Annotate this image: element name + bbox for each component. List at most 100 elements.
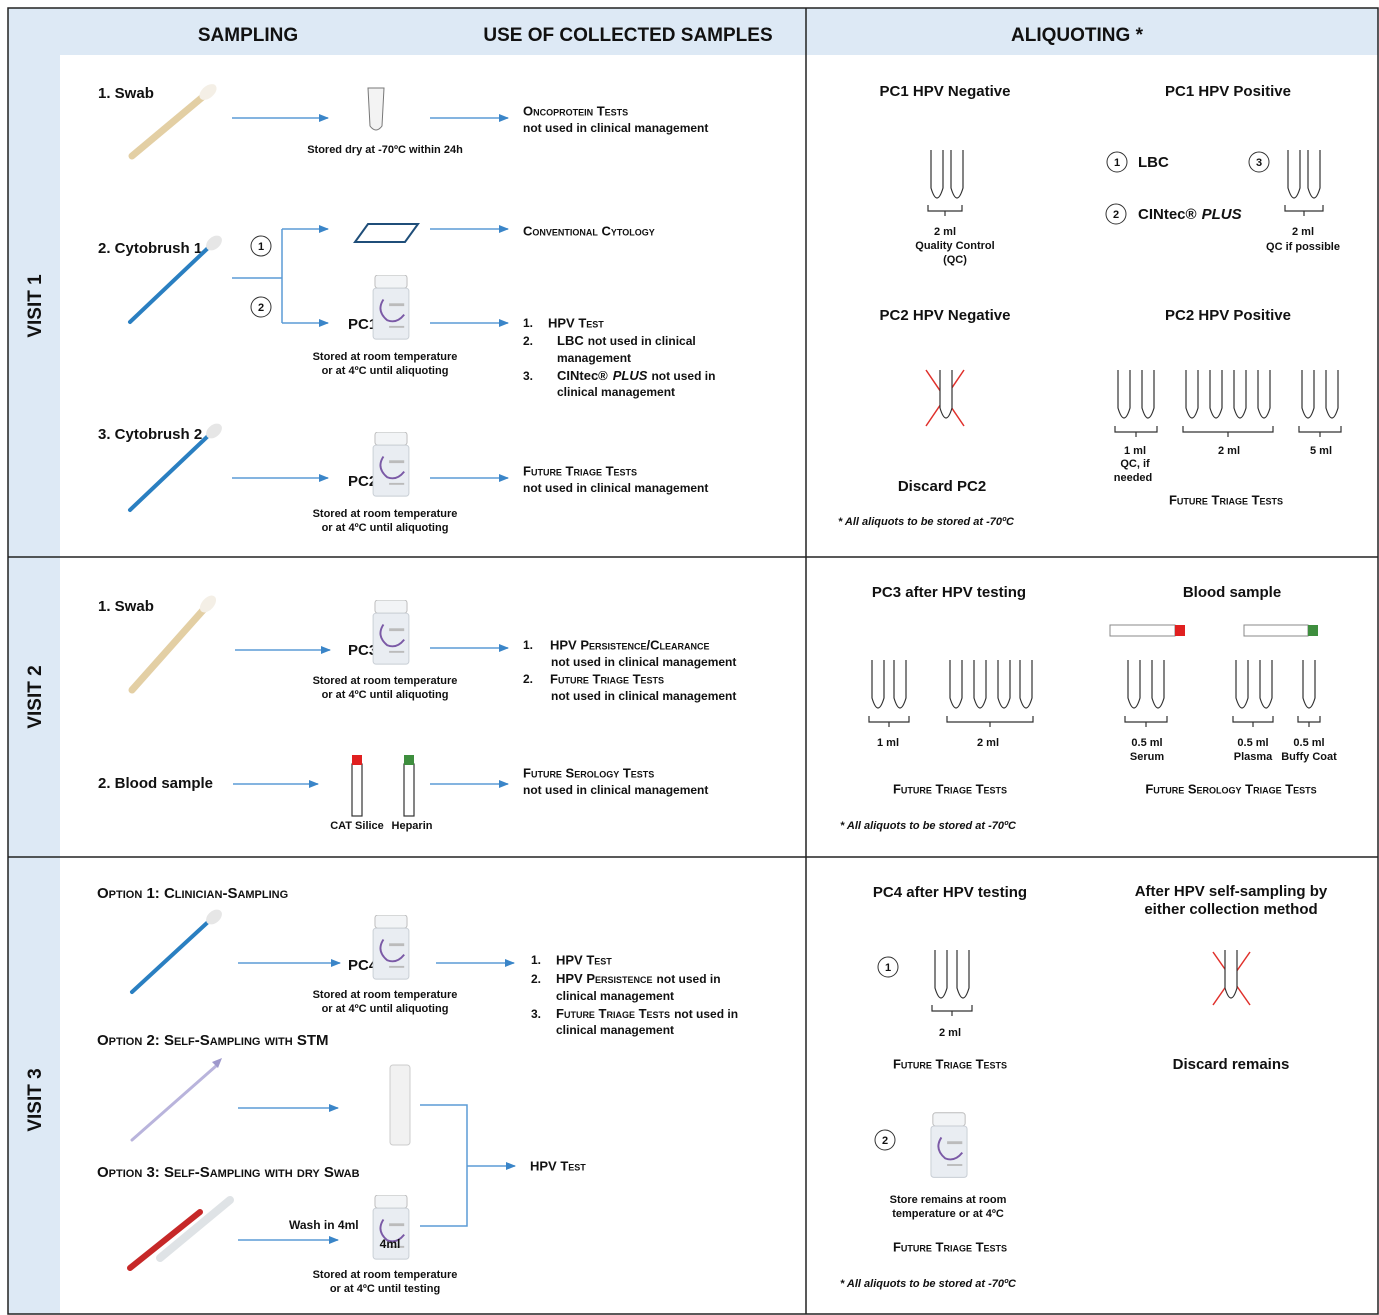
option3-vial: 4ml (380, 1237, 401, 1251)
uses-number: 2. (523, 334, 533, 348)
line (130, 1064, 218, 1142)
use (372, 432, 410, 498)
text: HPV Persistence not used in (556, 971, 721, 986)
circle (1248, 151, 1270, 173)
text: LBC not used in clinical (557, 333, 696, 348)
aliquot-tube (1287, 150, 1301, 199)
path (232, 229, 283, 323)
bracket (946, 716, 1034, 727)
option1-storage: Stored at room temperature (313, 989, 458, 1001)
uses-name: Future Triage Tests (556, 1006, 670, 1021)
pc4-store-use: Future Triage Tests (893, 1239, 1007, 1254)
pc4-use: Future Triage Tests (893, 1056, 1007, 1071)
pc2-positive-volumes: 5 ml (1310, 445, 1332, 457)
rect (1109, 624, 1176, 637)
aliquot-tube (949, 660, 963, 709)
header-use: USE OF COLLECTED SAMPLES (483, 25, 772, 46)
circle (1106, 151, 1128, 173)
header-sampling: SAMPLING (198, 25, 298, 46)
aliquot-tube (1209, 370, 1223, 419)
aliquot-tube (950, 150, 964, 199)
bracket (1232, 716, 1274, 727)
pc3-volumes: 2 ml (977, 737, 999, 749)
aliquot-tube (934, 950, 948, 999)
option3-wash: Wash in 4ml (289, 1218, 359, 1232)
pc4-store: Store remains at room (890, 1194, 1007, 1206)
blood-volumes: 0.5 ml (1293, 737, 1324, 749)
rect (352, 755, 362, 765)
uses-number: 1. (523, 316, 533, 330)
pc1-positive-cintec: CINtec® (1138, 206, 1197, 223)
uses-note: not used in (657, 972, 721, 986)
pc2-positive-purpose: QC, if (1120, 458, 1150, 470)
bracket (1298, 426, 1342, 437)
pc1-positive-plus: PLUS (1202, 206, 1242, 223)
ellipse (206, 235, 222, 251)
bracket (868, 716, 910, 727)
aliquot-tube (930, 150, 944, 199)
line (128, 246, 210, 324)
bracket (927, 205, 963, 216)
swab-title: 1. Swab (98, 598, 154, 615)
pc1-positive-title: PC1 HPV Positive (1165, 83, 1291, 100)
blood-volumes: 0.5 ml (1237, 737, 1268, 749)
pc3-use: Future Triage Tests (893, 781, 1007, 796)
pc4-steps: 2 (882, 1135, 888, 1147)
swab-title: 1. Swab (98, 85, 154, 102)
aliquot-tube (973, 660, 987, 709)
circle (877, 956, 899, 978)
uses-name: HPV Persistence/Clearance (550, 637, 710, 652)
cytobrush2-title: 3. Cytobrush 2 (98, 426, 202, 443)
bracket (1114, 426, 1158, 437)
self-title: either collection method (1144, 901, 1317, 918)
aliquot-tube (939, 370, 953, 419)
pc2-negative-title: PC2 HPV Negative (880, 307, 1011, 324)
rect (1175, 625, 1185, 636)
cytobrush2-vial: PC2 (348, 473, 377, 490)
cytobrush1-title: 2. Cytobrush 1 (98, 240, 202, 257)
uses-emphasis: PLUS (613, 368, 648, 383)
ellipse (206, 909, 222, 925)
uses-name: HPV Test (556, 952, 612, 967)
uses-number: 1. (523, 638, 533, 652)
uses-name: HPV Test (548, 315, 604, 330)
cytobrush1-conventional: Conventional Cytology (523, 223, 655, 238)
swab-note: not used in clinical management (523, 121, 708, 135)
option3-storage: or at 4ºC until testing (330, 1283, 440, 1295)
swab-vial: PC3 (348, 642, 377, 659)
aliquot-tube (1151, 660, 1165, 709)
blood-fractions: Plasma (1234, 751, 1273, 763)
aliquoting-footnote: * All aliquots to be stored at -70ºC (838, 516, 1015, 528)
blood-tubes: Heparin (392, 820, 433, 832)
cytobrush1-storage: or at 4ºC until aliquoting (322, 365, 449, 377)
aliquot-tube (1259, 660, 1273, 709)
blood-fractions: Buffy Coat (1281, 751, 1337, 763)
line (128, 604, 209, 694)
aliquot-tube (1325, 370, 1339, 419)
uses-note: not used in (674, 1007, 738, 1021)
pc2-negative-action: Discard PC2 (898, 478, 986, 495)
uses-note: management (557, 351, 631, 365)
rect (8, 8, 1378, 55)
rect (7, 7, 1379, 1315)
rect (8, 55, 60, 1314)
ellipse (199, 84, 217, 100)
visit-label: VISIT 1 (25, 274, 46, 338)
aliquot-tube (1301, 370, 1315, 419)
aliquoting-footnote: * All aliquots to be stored at -70ºC (840, 820, 1017, 832)
header-aliquoting: ALIQUOTING * (1011, 25, 1144, 46)
cytobrush1-vial: PC1 (348, 316, 377, 333)
uses-number: 1. (531, 953, 541, 967)
ellipse (206, 423, 222, 439)
bracket (1284, 205, 1324, 216)
aliquot-tube (1019, 660, 1033, 709)
cytobrush2-storage: or at 4ºC until aliquoting (322, 522, 449, 534)
uses-number: 2. (531, 972, 541, 986)
option1-storage: or at 4ºC until aliquoting (322, 1003, 449, 1015)
uses-name: Future Triage Tests (550, 671, 664, 686)
path (212, 1058, 222, 1068)
uses-note: clinical management (557, 385, 675, 399)
pc1-negative-purpose: (QC) (943, 254, 967, 266)
line (156, 1196, 234, 1262)
rect (1308, 625, 1318, 636)
